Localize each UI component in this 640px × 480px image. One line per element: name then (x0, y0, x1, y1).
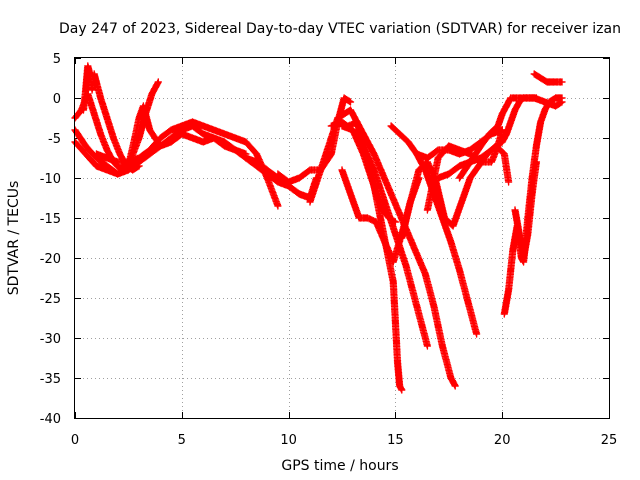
x-tick-label: 20 (494, 433, 511, 448)
x-tick-labels: 0 5 10 15 20 25 (71, 433, 617, 448)
y-tick-label: -40 (40, 412, 61, 427)
y-axis-label: SDTVAR / TECUs (6, 181, 22, 296)
plot-frame (74, 57, 610, 419)
y-tick-label: -25 (40, 292, 61, 307)
y-tick-label: 0 (53, 92, 61, 107)
series-arc-21 (511, 158, 541, 262)
data-series (71, 62, 566, 394)
y-tick-labels: 5 0 -5 -10 -15 -20 -25 -30 -35 -40 (40, 52, 61, 427)
y-tick-label: -30 (40, 332, 61, 347)
x-tick-label: 15 (387, 433, 404, 448)
y-tick-label: -20 (40, 252, 61, 267)
y-tick-label: -35 (40, 372, 61, 387)
y-tick-label: -5 (48, 132, 61, 147)
x-tick-label: 5 (178, 433, 186, 448)
series-arc-6 (92, 118, 282, 210)
x-tick-label: 10 (280, 433, 297, 448)
y-tick-label: -15 (40, 212, 61, 227)
y-tick-label: 5 (53, 52, 61, 67)
y-tick-label: -10 (40, 172, 61, 187)
x-axis-label: GPS time / hours (281, 458, 398, 474)
series-arc-22 (530, 70, 566, 86)
x-tick-label: 0 (71, 433, 79, 448)
x-tick-label: 25 (601, 433, 618, 448)
chart-title: Day 247 of 2023, Sidereal Day-to-day VTE… (59, 21, 621, 37)
axis-ticks (75, 58, 610, 419)
